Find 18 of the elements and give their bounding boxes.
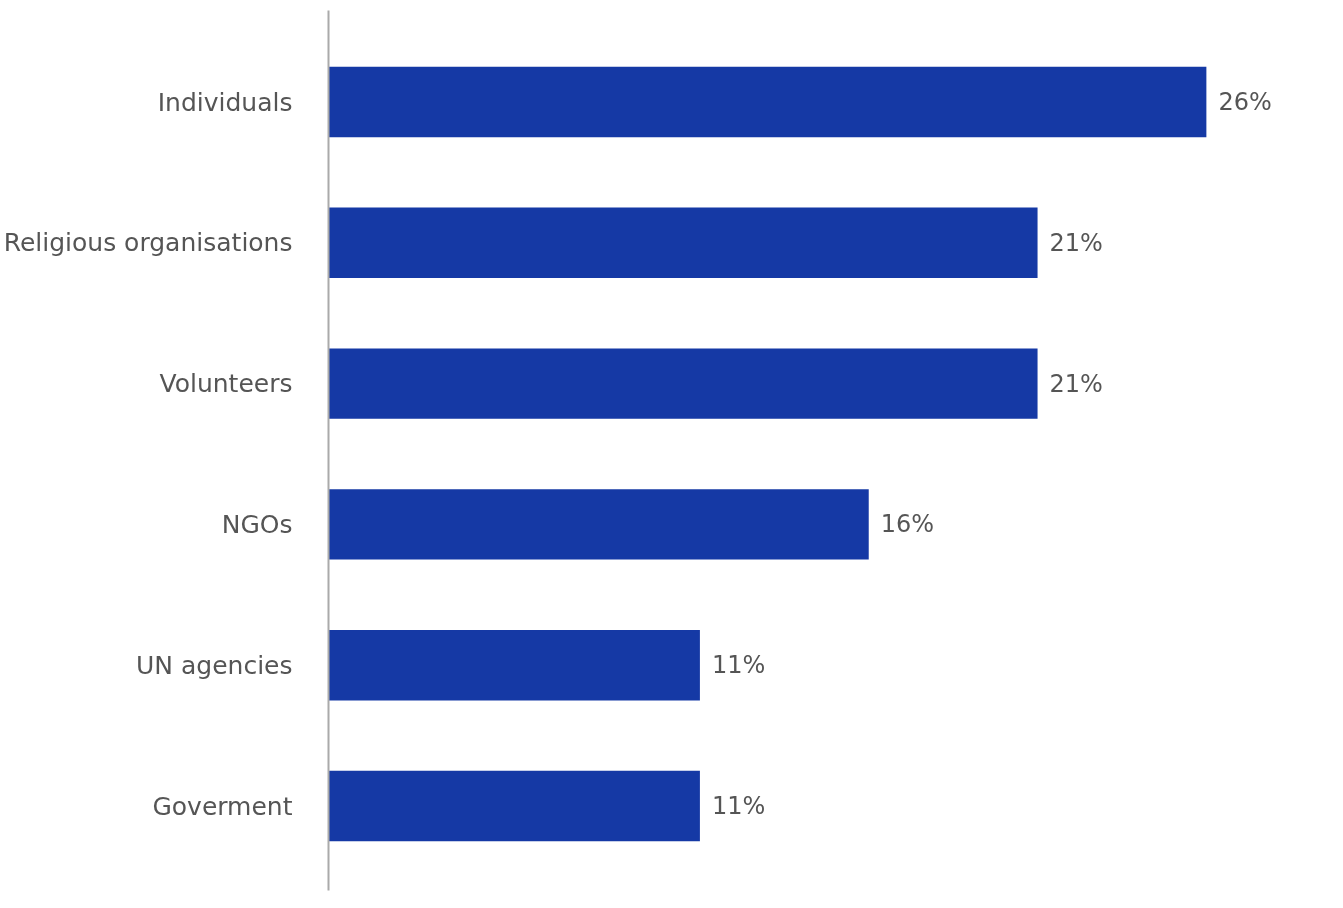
y-tick-label: Goverment <box>152 791 293 821</box>
bar <box>328 630 700 701</box>
y-tick-label: Individuals <box>157 87 293 117</box>
bar <box>328 66 1207 138</box>
data-label: 26% <box>1218 88 1272 117</box>
bar <box>328 348 1038 419</box>
bar <box>328 489 869 560</box>
bar <box>328 207 1038 279</box>
y-tick-label: NGOs <box>221 509 293 539</box>
data-label: 11% <box>711 651 766 680</box>
y-tick-label: Volunteers <box>159 369 293 399</box>
bar <box>328 770 700 842</box>
data-label: 21% <box>1049 369 1103 398</box>
data-label: 16% <box>880 510 935 539</box>
data-label: 11% <box>711 792 766 821</box>
y-tick-label: UN agencies <box>136 650 293 680</box>
y-tick-label: Religious organisations <box>3 228 293 258</box>
data-label: 21% <box>1049 228 1103 257</box>
